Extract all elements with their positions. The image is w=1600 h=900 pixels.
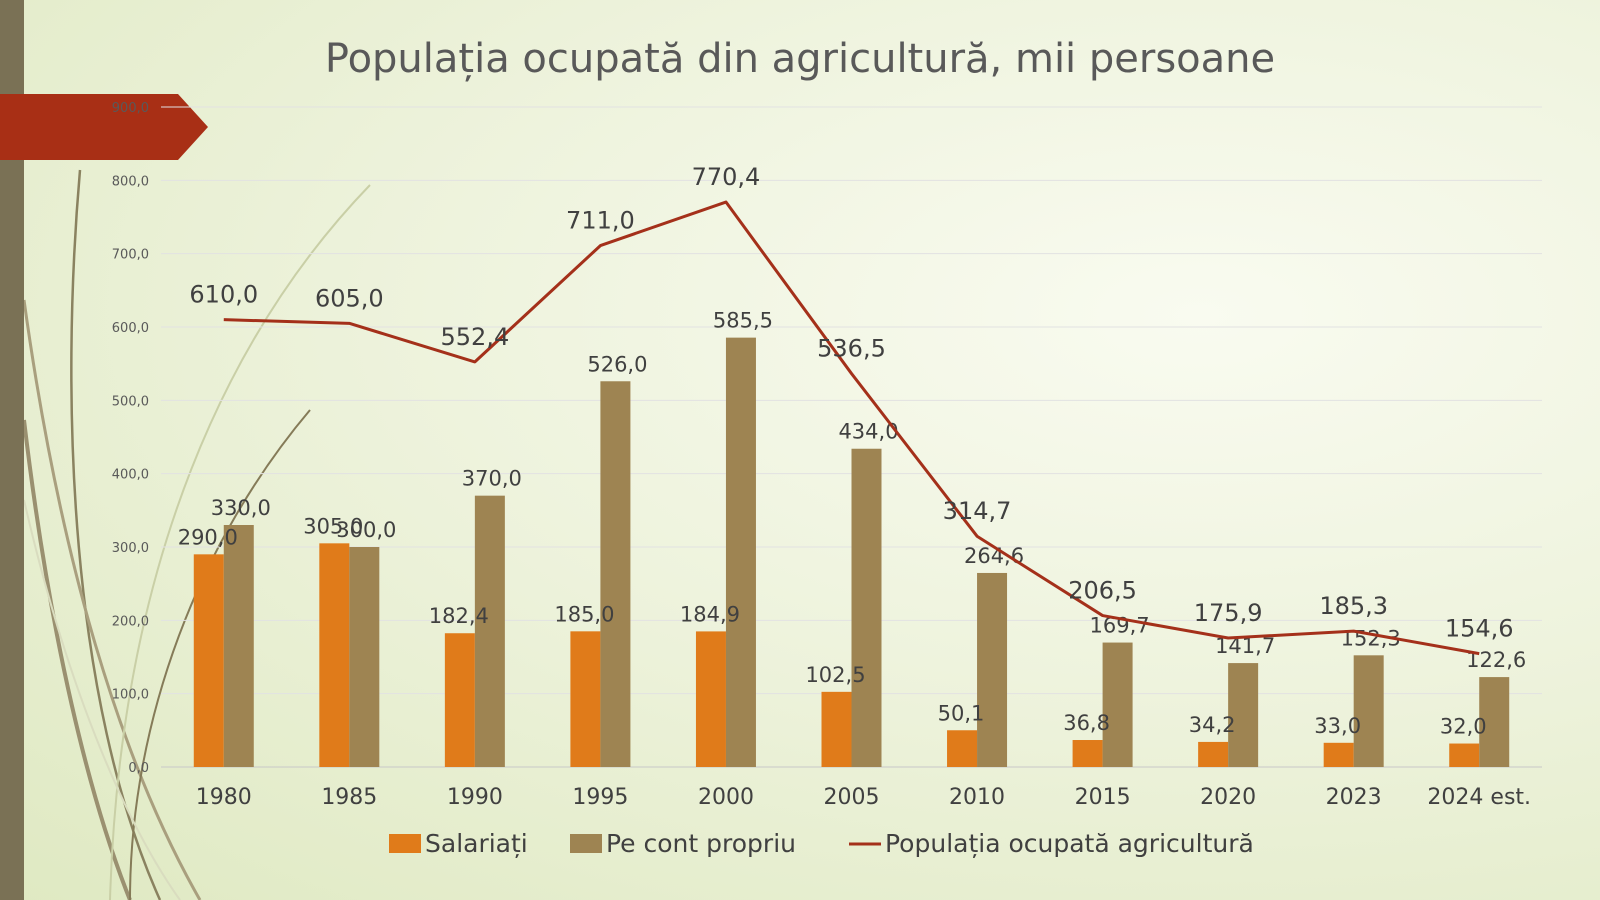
- x-tick-label: 2023: [1326, 785, 1382, 810]
- chart-title: Populația ocupată din agricultură, mii p…: [324, 36, 1276, 82]
- data-label-pe-cont-propriu: 300,0: [336, 518, 396, 542]
- bar-pe-cont-propriu: [977, 572, 1008, 767]
- y-tick-label: 900,0: [112, 101, 149, 116]
- data-label-salariati: 102,5: [805, 663, 865, 687]
- y-tick-label: 100,0: [112, 688, 149, 703]
- data-label-populatia-ocupata: 185,3: [1319, 592, 1388, 620]
- line-populatia-ocupata: [223, 200, 1480, 656]
- bar-salariati: [1072, 740, 1103, 767]
- data-label-pe-cont-propriu: 526,0: [587, 352, 647, 376]
- y-tick-label: 600,0: [112, 321, 149, 336]
- data-label-populatia-ocupata: 175,9: [1194, 599, 1263, 627]
- data-label-populatia-ocupata: 605,0: [315, 284, 384, 312]
- bar-pe-cont-propriu: [223, 525, 254, 767]
- data-label-salariati: 36,8: [1063, 711, 1110, 735]
- data-label-salariati: 50,1: [938, 701, 985, 725]
- x-tick-label: 2020: [1200, 785, 1256, 810]
- data-label-salariati: 33,0: [1314, 714, 1361, 738]
- y-tick-label: 200,0: [112, 614, 149, 629]
- data-label-populatia-ocupata: 154,6: [1445, 615, 1514, 643]
- data-label-populatia-ocupata: 711,0: [566, 207, 635, 235]
- bar-pe-cont-propriu: [1353, 655, 1384, 767]
- data-label-salariati: 34,2: [1189, 713, 1236, 737]
- bar-salariati: [444, 633, 475, 767]
- y-tick-label: 500,0: [112, 394, 149, 409]
- y-tick-label: 300,0: [112, 541, 149, 556]
- bar-salariati: [1323, 742, 1354, 767]
- data-label-populatia-ocupata: 552,4: [441, 323, 510, 351]
- data-label-salariati: 182,4: [429, 604, 489, 628]
- bar-salariati: [947, 730, 978, 767]
- bar-salariati: [319, 543, 350, 767]
- x-tick-label: 2015: [1075, 785, 1131, 810]
- data-label-populatia-ocupata: 314,7: [943, 497, 1012, 525]
- y-tick-label: 800,0: [112, 174, 149, 189]
- bar-salariati: [193, 554, 224, 767]
- bar-pe-cont-propriu: [1479, 677, 1510, 767]
- data-label-populatia-ocupata: 610,0: [189, 281, 258, 309]
- bar-salariati: [570, 631, 601, 767]
- x-tick-label: 1980: [196, 785, 252, 810]
- data-label-salariati: 290,0: [178, 525, 238, 549]
- data-label-salariati: 185,0: [554, 602, 614, 626]
- x-tick-label: 2010: [949, 785, 1005, 810]
- legend-label-populatia-ocupata: Populația ocupată agricultură: [885, 829, 1254, 858]
- legend-label-pe-cont-propriu: Pe cont propriu: [606, 829, 796, 858]
- data-label-salariati: 32,0: [1440, 715, 1487, 739]
- x-tick-label: 1990: [447, 785, 503, 810]
- x-tick-label: 2024 est.: [1427, 785, 1531, 810]
- bar-pe-cont-propriu: [474, 495, 505, 767]
- x-tick-label: 1995: [572, 785, 628, 810]
- bar-salariati: [1449, 743, 1480, 767]
- data-label-pe-cont-propriu: 370,0: [462, 467, 522, 491]
- y-tick-label: 0,0: [128, 761, 149, 776]
- data-label-pe-cont-propriu: 585,5: [713, 309, 773, 333]
- data-label-populatia-ocupata: 770,4: [692, 163, 761, 191]
- bar-pe-cont-propriu: [1102, 642, 1133, 767]
- data-label-salariati: 305,0: [303, 514, 363, 538]
- x-tick-label: 1985: [321, 785, 377, 810]
- bar-pe-cont-propriu: [851, 448, 882, 767]
- data-label-pe-cont-propriu: 330,0: [211, 496, 271, 520]
- bar-pe-cont-propriu: [725, 337, 756, 767]
- bar-salariati: [1198, 741, 1229, 767]
- bar-salariati: [695, 631, 726, 767]
- data-label-salariati: 184,9: [680, 602, 740, 626]
- data-label-populatia-ocupata: 536,5: [817, 335, 886, 363]
- legend-label-salariati: Salariați: [425, 829, 528, 858]
- y-tick-label: 400,0: [112, 468, 149, 483]
- y-tick-label: 700,0: [112, 248, 149, 263]
- legend-swatch-salariati: [389, 834, 421, 853]
- bar-pe-cont-propriu: [349, 547, 380, 767]
- x-tick-label: 2005: [824, 785, 880, 810]
- legend-swatch-pe-cont-propriu: [570, 834, 602, 853]
- bar-pe-cont-propriu: [600, 381, 631, 767]
- data-label-populatia-ocupata: 206,5: [1068, 577, 1137, 605]
- x-tick-label: 2000: [698, 785, 754, 810]
- bar-salariati: [821, 691, 852, 767]
- bar-pe-cont-propriu: [1228, 663, 1259, 767]
